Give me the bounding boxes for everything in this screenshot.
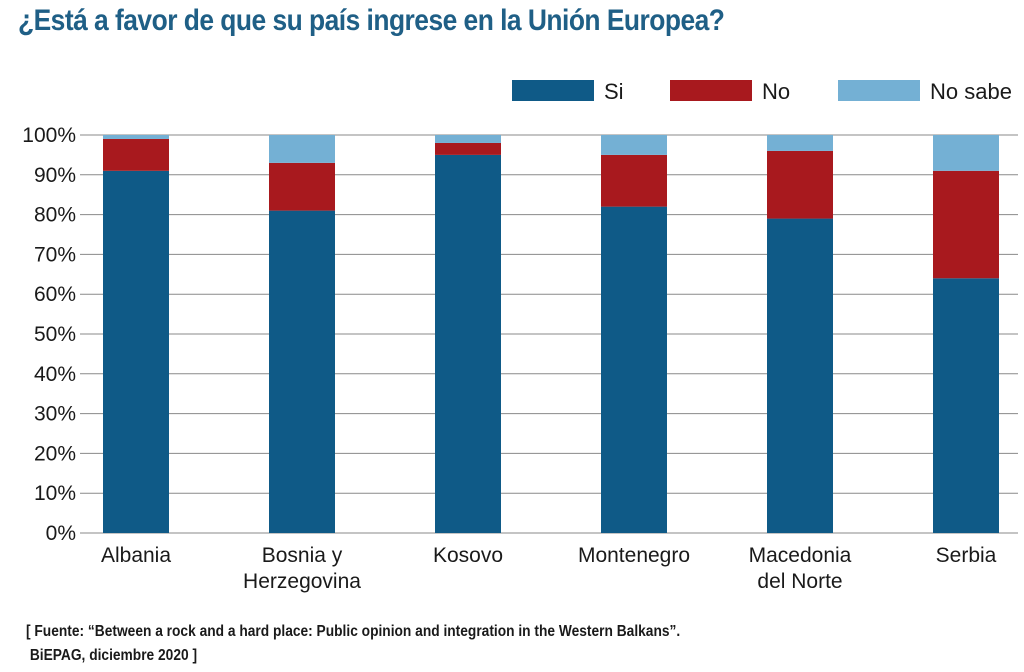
x-axis-labels: Albania Bosnia y Herzegovina Kosovo Monteneg… bbox=[101, 544, 997, 593]
bar-segment-no bbox=[601, 154, 667, 207]
legend: Si No No sabe bbox=[512, 79, 1012, 104]
legend-swatch bbox=[512, 80, 594, 101]
y-tick-label: 90% bbox=[34, 164, 76, 187]
y-axis-ticks: 0% 10% 20% 30% 40% 50% 60% 70% 80% 90% 100% bbox=[22, 124, 76, 545]
y-tick-label: 100% bbox=[22, 124, 76, 147]
bar-segment-si bbox=[767, 218, 833, 533]
y-tick-label: 70% bbox=[34, 243, 76, 266]
chart-title: ¿Está a favor de que su país ingrese en … bbox=[18, 4, 725, 37]
source-note: [ Fuente: “Between a rock and a hard pla… bbox=[26, 620, 680, 668]
bar-segment-no-sabe bbox=[103, 135, 169, 139]
bar-segment-no bbox=[103, 138, 169, 171]
bar-segment-si bbox=[933, 278, 999, 533]
legend-label: No sabe bbox=[930, 79, 1012, 104]
y-tick-label: 30% bbox=[34, 403, 76, 426]
bar-segment-si bbox=[601, 206, 667, 533]
y-tick-label: 40% bbox=[34, 363, 76, 386]
y-tick-label: 20% bbox=[34, 442, 76, 465]
x-tick-label: Kosovo bbox=[433, 544, 503, 567]
x-tick-label: Bosnia y bbox=[262, 544, 343, 567]
bars bbox=[103, 135, 999, 533]
bar-segment-si bbox=[435, 154, 501, 533]
x-tick-label: del Norte bbox=[757, 570, 842, 593]
bar-segment-no-sabe bbox=[269, 135, 335, 163]
gridlines bbox=[80, 134, 1018, 534]
x-tick-label: Montenegro bbox=[578, 544, 690, 567]
x-tick-label: Serbia bbox=[936, 544, 997, 567]
legend-label: No bbox=[762, 79, 790, 104]
bar-segment-no-sabe bbox=[601, 135, 667, 155]
source-line-1: [ Fuente: “Between a rock and a hard pla… bbox=[26, 623, 681, 640]
x-tick-label: Macedonia bbox=[749, 544, 852, 567]
bar-segment-no bbox=[767, 150, 833, 219]
y-tick-label: 10% bbox=[34, 482, 76, 505]
legend-swatch bbox=[838, 80, 920, 101]
bar-segment-no bbox=[435, 142, 501, 155]
bar-segment-no-sabe bbox=[767, 135, 833, 151]
bar-segment-si bbox=[269, 210, 335, 533]
bar-segment-si bbox=[103, 170, 169, 533]
y-tick-label: 50% bbox=[34, 323, 76, 346]
bar-segment-no-sabe bbox=[933, 135, 999, 171]
y-tick-label: 0% bbox=[46, 522, 76, 545]
bar-segment-no-sabe bbox=[435, 135, 501, 143]
source-line-2: BiEPAG, diciembre 2020 ] bbox=[26, 647, 198, 664]
bar-segment-no bbox=[933, 170, 999, 279]
y-tick-label: 80% bbox=[34, 204, 76, 227]
y-tick-label: 60% bbox=[34, 283, 76, 306]
x-tick-label: Albania bbox=[101, 544, 171, 567]
x-tick-label: Herzegovina bbox=[243, 570, 361, 593]
legend-label: Si bbox=[604, 79, 624, 104]
bar-segment-no bbox=[269, 162, 335, 211]
legend-swatch bbox=[670, 80, 752, 101]
